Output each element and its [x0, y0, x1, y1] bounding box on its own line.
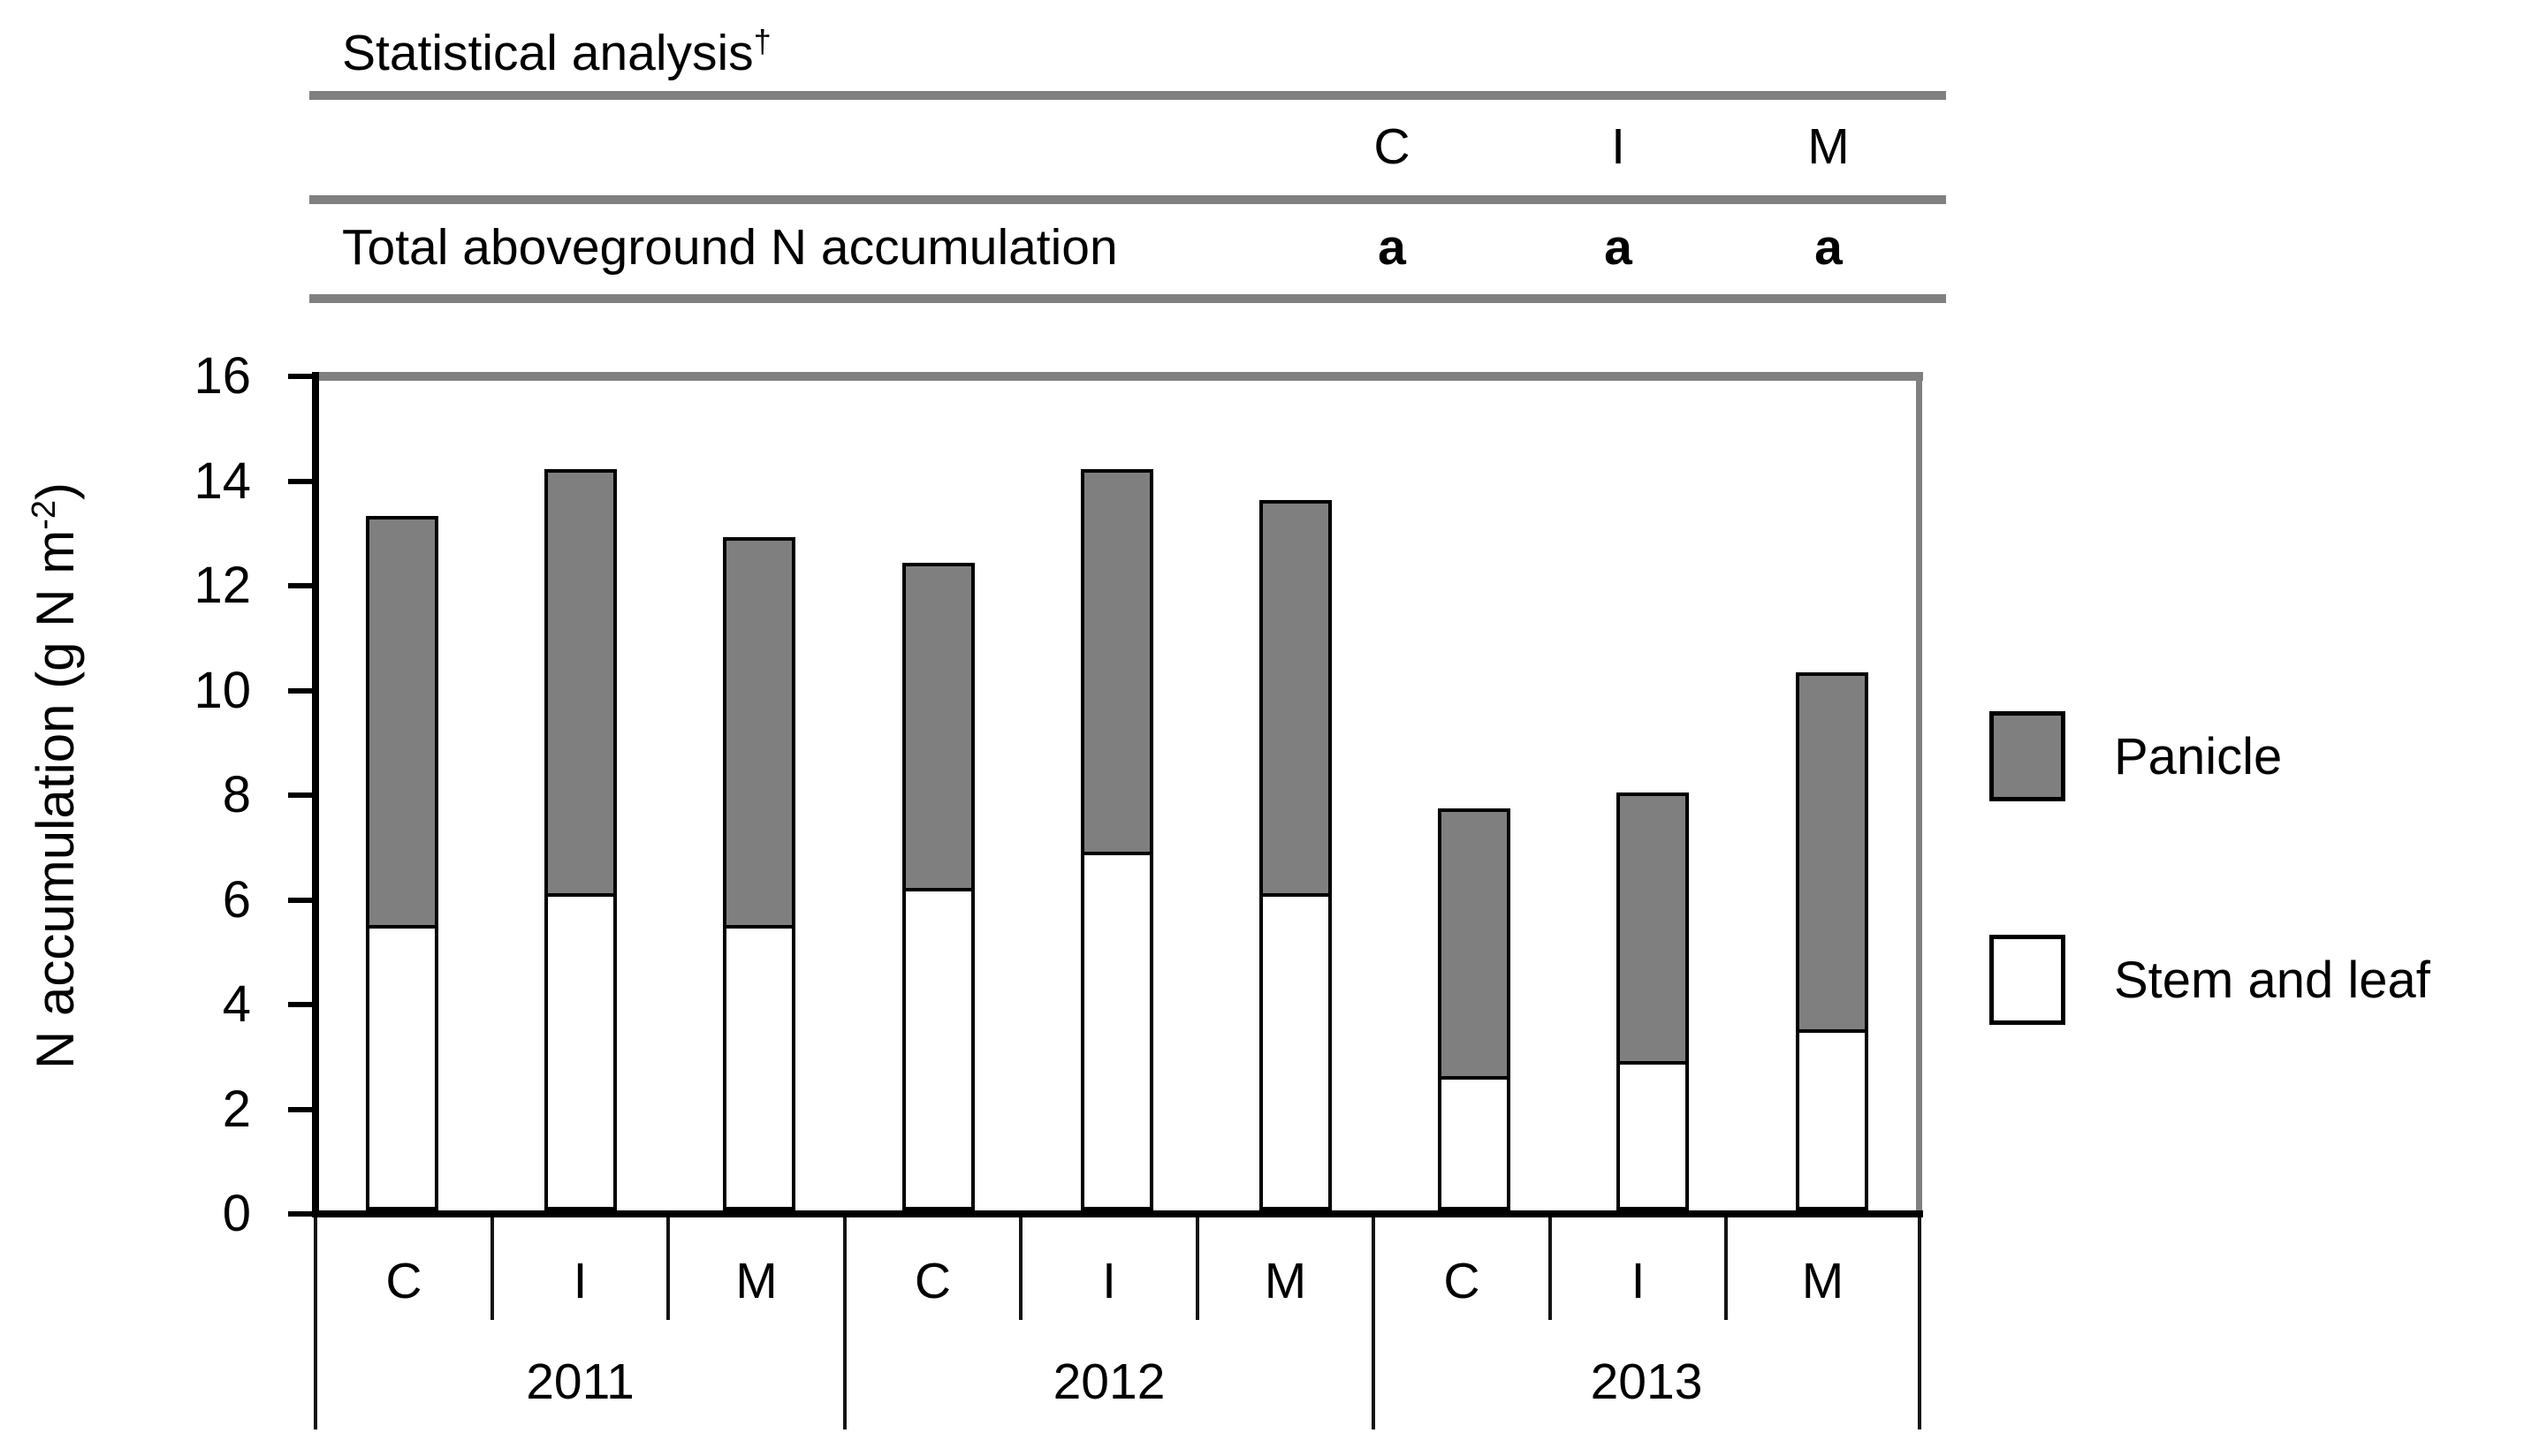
bar-segment-stem-and-leaf: [1080, 855, 1153, 1210]
y-axis-title-main: N accumulation (g N m: [26, 529, 85, 1069]
y-tick-mark: [288, 687, 312, 694]
y-tick-label: 0: [222, 1185, 251, 1242]
bar-segment-stem-and-leaf: [1795, 1033, 1868, 1210]
treatment-label: I: [1631, 1253, 1646, 1309]
bar-segment-panicle: [1259, 500, 1332, 898]
x-axis-line: [312, 1210, 1923, 1217]
bar-segment-panicle: [1080, 468, 1153, 856]
bar-segment-stem-and-leaf: [1259, 897, 1332, 1210]
bar-segment-panicle: [1438, 808, 1511, 1081]
year-divider-line: [1918, 1217, 1921, 1429]
legend-label: Stem and leaf: [2114, 952, 2430, 1009]
treatment-label: I: [573, 1253, 588, 1309]
table-rule-bottom: [309, 294, 1946, 303]
year-label: 2011: [526, 1354, 635, 1410]
treatment-divider-line: [666, 1217, 670, 1320]
table-rule-middle: [309, 195, 1946, 204]
treatment-divider-line: [1548, 1217, 1552, 1320]
y-tick-label: 8: [222, 766, 251, 823]
year-divider-line: [314, 1217, 317, 1429]
bar-segment-stem-and-leaf: [366, 928, 438, 1210]
plot-border-right: [1916, 372, 1922, 1217]
y-tick-label: 14: [194, 451, 251, 510]
y-tick-mark: [288, 1106, 312, 1112]
treatment-label: C: [385, 1253, 422, 1309]
bar-segment-panicle: [1795, 672, 1868, 1034]
treatment-label: C: [1443, 1253, 1480, 1309]
bar-segment-panicle: [544, 468, 618, 898]
treatment-label: M: [735, 1253, 778, 1309]
treatment-label: M: [1801, 1253, 1844, 1309]
treatment-divider-line: [1019, 1217, 1023, 1320]
table-cell-value: a: [1814, 219, 1843, 276]
y-axis-title: N accumulation (g N m-2): [20, 201, 91, 1350]
plot-border-top: [312, 372, 1923, 381]
treatment-divider-line: [1196, 1217, 1199, 1320]
year-divider-line: [1372, 1217, 1375, 1429]
y-axis-line: [312, 372, 319, 1217]
y-tick-label: 16: [194, 347, 251, 405]
table-rule-top: [309, 91, 1946, 100]
treatment-divider-line: [490, 1217, 494, 1320]
y-tick-mark: [288, 1002, 312, 1007]
y-tick-label: 4: [222, 975, 251, 1033]
bar-segment-stem-and-leaf: [901, 891, 975, 1210]
y-tick-mark: [288, 478, 312, 484]
y-tick-mark: [288, 374, 312, 379]
y-axis-title-close: ): [26, 482, 85, 500]
table-cell-value: a: [1378, 219, 1406, 276]
y-axis-title-superscript: -2: [26, 500, 63, 530]
y-tick-label: 10: [194, 661, 251, 719]
treatment-divider-line: [1724, 1217, 1728, 1320]
year-label: 2013: [1590, 1354, 1703, 1410]
bar-segment-panicle: [366, 515, 438, 929]
legend-swatch-panicle: [1989, 711, 2065, 801]
legend-swatch-stem-and-leaf: [1989, 935, 2065, 1025]
y-tick-mark: [288, 583, 312, 588]
y-tick-mark: [288, 1211, 312, 1217]
bar-segment-stem-and-leaf: [1616, 1064, 1690, 1210]
year-divider-line: [843, 1217, 847, 1429]
y-tick-label: 6: [222, 870, 251, 929]
dagger-symbol: †: [753, 23, 772, 59]
y-tick-label: 12: [194, 557, 251, 614]
bar-segment-stem-and-leaf: [723, 928, 796, 1210]
treatment-label: M: [1264, 1253, 1307, 1309]
y-tick-label: 2: [222, 1080, 251, 1138]
bar-segment-stem-and-leaf: [544, 897, 618, 1210]
bar-segment-panicle: [723, 536, 796, 929]
y-tick-mark: [288, 792, 312, 798]
table-column-header: I: [1611, 118, 1625, 175]
table-column-header: M: [1807, 118, 1850, 175]
year-label: 2012: [1053, 1354, 1166, 1410]
treatment-label: I: [1102, 1253, 1116, 1309]
legend-label: Panicle: [2114, 728, 2283, 785]
treatment-label: C: [914, 1253, 952, 1309]
y-tick-mark: [288, 897, 312, 903]
table-column-header: C: [1373, 118, 1410, 175]
table-row-label: Total aboveground N accumulation: [342, 219, 1118, 276]
bar-segment-panicle: [1616, 792, 1690, 1065]
stats-table-title: Statistical analysis†: [342, 21, 772, 85]
bar-segment-stem-and-leaf: [1438, 1080, 1511, 1210]
bar-segment-panicle: [901, 563, 975, 892]
stats-table-title-text: Statistical analysis: [342, 25, 754, 81]
table-cell-value: a: [1604, 219, 1632, 276]
